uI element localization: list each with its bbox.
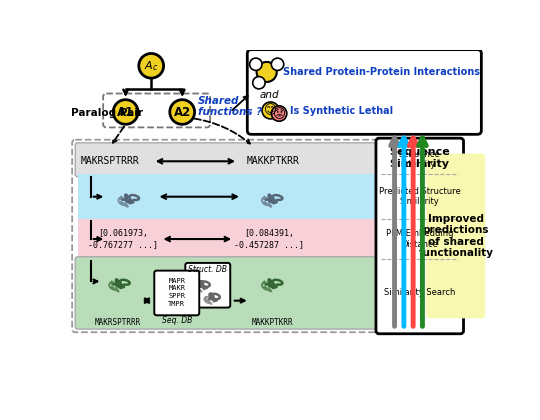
Text: A1: A1 [117, 106, 134, 119]
Text: MAKKPTKRR: MAKKPTKRR [252, 318, 294, 328]
FancyBboxPatch shape [154, 270, 199, 315]
Text: 😟: 😟 [273, 108, 286, 121]
Text: SPPR: SPPR [168, 293, 185, 299]
Circle shape [271, 106, 287, 121]
Text: MAKR: MAKR [168, 285, 185, 291]
Text: MAKKPTKRR: MAKKPTKRR [246, 156, 299, 166]
Text: Sequence
Identity: Sequence Identity [399, 150, 441, 169]
Text: Shared Protein-Protein Interactions: Shared Protein-Protein Interactions [283, 67, 480, 77]
Text: MAKRSPTRRR: MAKRSPTRRR [94, 318, 141, 328]
Text: A2: A2 [173, 106, 191, 119]
Text: MAKRSPTRRR: MAKRSPTRRR [81, 156, 139, 166]
Circle shape [262, 102, 279, 119]
Text: and: and [260, 90, 279, 100]
Text: [0.061973,
-0.767277 ...]: [0.061973, -0.767277 ...] [89, 229, 158, 249]
Circle shape [170, 100, 194, 124]
FancyBboxPatch shape [376, 138, 463, 334]
Bar [78, 174, 379, 219]
Text: Predicted Structure
Similarity: Predicted Structure Similarity [379, 187, 461, 206]
Text: Is Synthetic Lethal: Is Synthetic Lethal [290, 106, 393, 116]
Text: Shared
functions ?: Shared functions ? [198, 96, 262, 118]
Text: 😊: 😊 [264, 104, 277, 117]
FancyBboxPatch shape [185, 263, 230, 307]
Text: Paralog Pair: Paralog Pair [71, 108, 144, 118]
Text: [0.084391,
-0.457287 ...]: [0.084391, -0.457287 ...] [234, 229, 304, 249]
Text: PLM Embedding
Distance: PLM Embedding Distance [386, 229, 454, 249]
FancyBboxPatch shape [75, 257, 381, 329]
FancyBboxPatch shape [75, 143, 381, 177]
Text: Seq. DB: Seq. DB [161, 316, 192, 325]
Text: Struct. DB: Struct. DB [188, 265, 227, 273]
Circle shape [139, 53, 164, 78]
Circle shape [253, 76, 265, 89]
Circle shape [271, 58, 284, 71]
Text: Improved
predictions
of shared
functionality: Improved predictions of shared functiona… [418, 213, 493, 258]
Text: Sequence
Similarity: Sequence Similarity [389, 147, 450, 169]
Text: $A_c$: $A_c$ [144, 60, 158, 74]
Circle shape [249, 58, 262, 71]
FancyBboxPatch shape [103, 94, 210, 127]
Text: MAPR: MAPR [168, 278, 185, 284]
Bar [78, 219, 379, 259]
FancyBboxPatch shape [426, 154, 485, 318]
Circle shape [113, 100, 138, 124]
Text: Similarity Search: Similarity Search [384, 289, 455, 297]
Text: TMPR: TMPR [168, 301, 185, 307]
Circle shape [256, 62, 277, 82]
FancyBboxPatch shape [247, 50, 481, 134]
